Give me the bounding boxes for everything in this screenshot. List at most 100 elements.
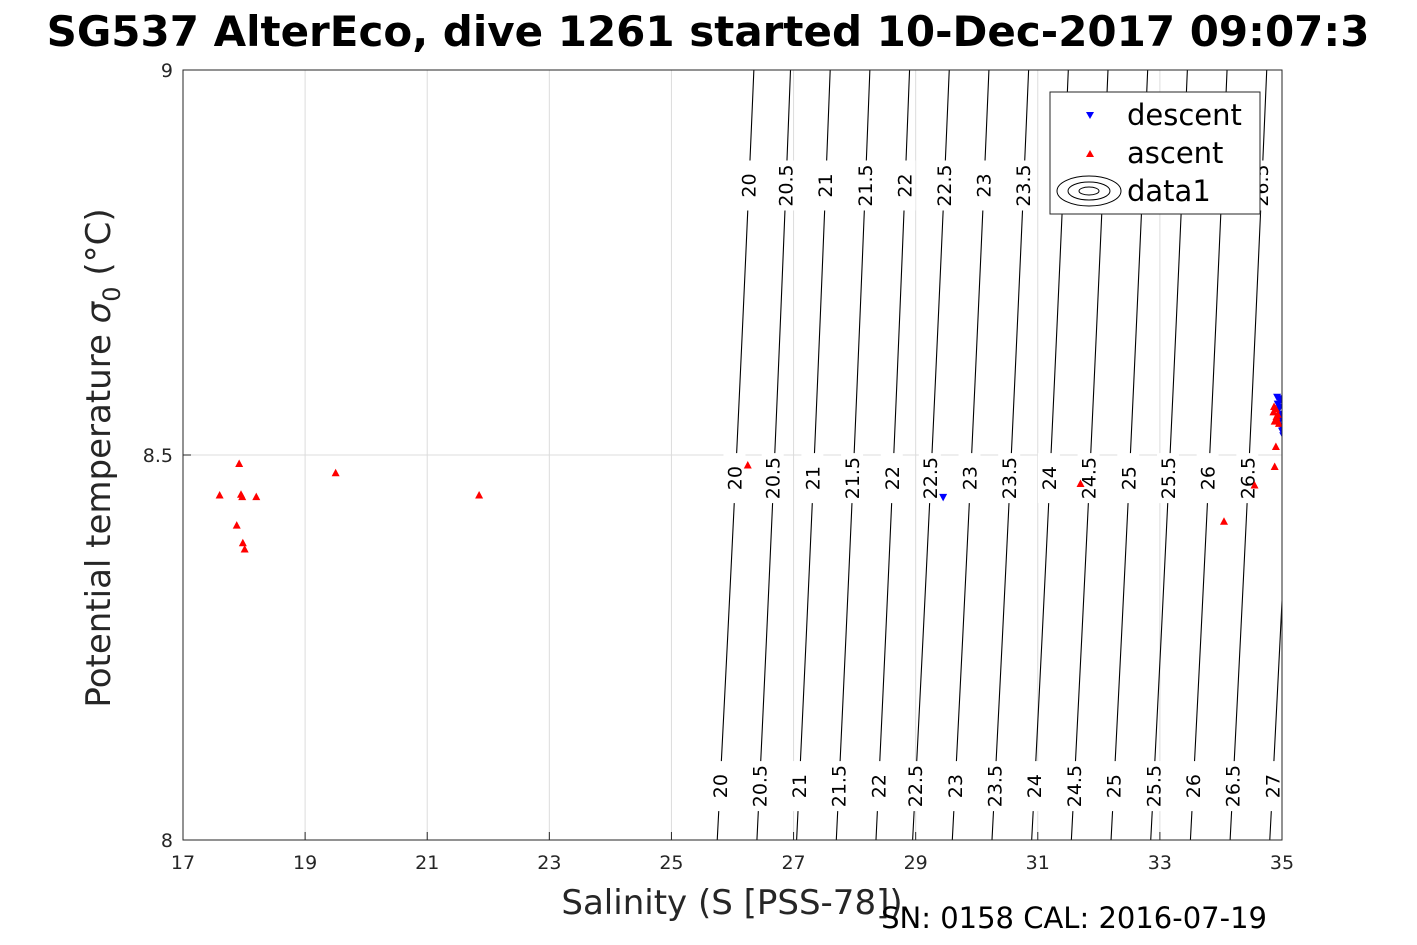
density-label-25.5-2: 25.5 (1143, 765, 1165, 807)
x-axis-ticks: 17 19 21 23 25 27 29 31 33 35 (171, 832, 1294, 874)
density-label-bg-26.5-2 (1221, 761, 1244, 812)
ascent-point-15 (1271, 442, 1280, 451)
density-label-bg-22.5-2 (904, 761, 927, 812)
density-label-22-2: 22 (868, 774, 890, 798)
y-tick-label-2: 9 (161, 60, 173, 82)
density-label-bg-24-2 (1023, 761, 1046, 812)
density-label-bg-20-0 (737, 160, 760, 211)
density-label-21.5-2: 21.5 (829, 765, 851, 807)
density-label-bg-25.5-2 (1142, 761, 1165, 812)
chart-title: SG537 AlterEco, dive 1261 started 10-Dec… (47, 7, 1370, 56)
density-label-bg-24.5-1 (1077, 453, 1100, 504)
density-label-21-2: 21 (789, 774, 811, 798)
ascent-point-13 (1250, 481, 1259, 489)
density-label-20-1: 20 (724, 466, 746, 490)
ascent-point-14 (1270, 462, 1279, 471)
ascent-point-6 (238, 538, 247, 547)
density-label-bg-21.5-1 (841, 453, 864, 504)
density-label-bg-20.5-0 (774, 160, 797, 211)
density-label-23-2: 23 (945, 774, 967, 798)
density-label-22.5-1: 22.5 (920, 457, 942, 499)
density-label-bg-24-1 (1037, 453, 1060, 504)
density-label-bg-21-1 (801, 453, 824, 504)
density-label-23.5-0: 23.5 (1013, 164, 1035, 206)
density-label-bg-23-1 (958, 453, 981, 504)
density-label-bg-22-0 (893, 160, 916, 211)
density-label-23-1: 23 (960, 466, 982, 490)
ascent-point-4 (252, 492, 261, 501)
density-label-bg-23-2 (943, 761, 966, 812)
density-label-bg-22-2 (867, 761, 890, 812)
y-axis-label-suffix: (°C) (79, 208, 119, 286)
ascent-point-21 (1270, 402, 1279, 410)
density-label-bg-20.5-1 (761, 453, 784, 504)
density-label-26.5-2: 26.5 (1223, 765, 1245, 807)
density-label-24.5-1: 24.5 (1079, 457, 1101, 499)
density-label-23-0: 23 (973, 173, 995, 197)
density-label-21-1: 21 (802, 466, 824, 490)
density-label-bg-25-1 (1117, 453, 1140, 504)
density-label-bg-23.5-0 (1012, 160, 1035, 211)
ascent-point-23 (1274, 419, 1282, 427)
legend-descent-label: descent (1127, 98, 1242, 132)
density-label-bg-27-2 (1261, 761, 1284, 812)
x-tick-label-4: 25 (659, 852, 683, 874)
density-label-bg-20-1 (723, 453, 746, 504)
density-label-20-0: 20 (738, 173, 760, 197)
density-label-25-2: 25 (1104, 774, 1126, 798)
legend-contour-icon (1056, 175, 1122, 207)
density-label-bg-20-2 (708, 761, 731, 812)
descent-point-0 (939, 493, 948, 502)
density-label-bg-26-1 (1196, 453, 1219, 504)
density-label-23.5-1: 23.5 (999, 457, 1021, 499)
density-label-26-2: 26 (1183, 774, 1205, 798)
density-label-bg-26-2 (1181, 761, 1204, 812)
x-tick-label-5: 27 (781, 852, 805, 874)
y-axis-label-sigma: σ (79, 300, 119, 323)
density-label-26.5-1: 26.5 (1237, 457, 1259, 499)
density-label-24.5-2: 24.5 (1064, 765, 1086, 807)
ascent-point-8 (331, 468, 340, 477)
calibration-footer: SN: 0158 CAL: 2016-07-19 (881, 901, 1267, 935)
legend-box (1049, 91, 1261, 215)
legend-ascent-label: ascent (1127, 136, 1223, 170)
density-label-bg-21.5-0 (853, 160, 876, 211)
y-axis-label-prefix: Potential temperature (79, 323, 119, 707)
density-label-24-1: 24 (1039, 466, 1061, 490)
density-label-bg-21-2 (787, 761, 810, 812)
density-label-22.5-0: 22.5 (934, 164, 956, 206)
ascent-point-11 (1076, 479, 1085, 487)
legend-ascent-marker (1086, 150, 1094, 157)
descent-point-12 (1279, 432, 1282, 438)
ascent-point-12 (1219, 517, 1228, 525)
ascent-point-5 (232, 521, 241, 529)
density-label-bg-23-0 (972, 160, 995, 211)
density-label-bg-22-1 (880, 453, 903, 504)
legend-descent-marker (1086, 112, 1094, 119)
y-axis-label: Potential temperature σ0 (°C) (79, 208, 126, 707)
density-label-23.5-2: 23.5 (985, 765, 1007, 807)
density-label-21.5-1: 21.5 (842, 457, 864, 499)
legend-data1-label: data1 (1127, 174, 1211, 208)
x-tick-label-1: 19 (293, 852, 317, 874)
y-axis-label-subscript: 0 (98, 286, 126, 301)
x-tick-label-8: 33 (1148, 852, 1172, 874)
x-axis-label: Salinity (S [PSS-78]) (561, 883, 902, 923)
density-label-20.5-1: 20.5 (763, 457, 785, 499)
density-label-27-2: 27 (1262, 774, 1284, 798)
density-label-bg-25.5-1 (1156, 453, 1179, 504)
y-axis-ticks: 88.59 (143, 60, 191, 852)
density-label-bg-26.5-1 (1236, 453, 1259, 504)
y-tick-label-0: 8 (161, 830, 173, 852)
density-label-bg-23.5-1 (998, 453, 1021, 504)
ascent-point-1 (235, 459, 244, 467)
x-tick-label-7: 31 (1026, 852, 1050, 874)
x-tick-label-3: 23 (537, 852, 561, 874)
density-label-20-2: 20 (710, 774, 732, 798)
density-label-bg-23.5-2 (983, 761, 1006, 812)
density-label-bg-25-2 (1102, 761, 1125, 812)
y-tick-label-1: 8.5 (143, 445, 173, 467)
density-label-20.5-2: 20.5 (749, 765, 771, 807)
ascent-point-9 (475, 491, 484, 499)
x-tick-label-0: 17 (171, 852, 195, 874)
